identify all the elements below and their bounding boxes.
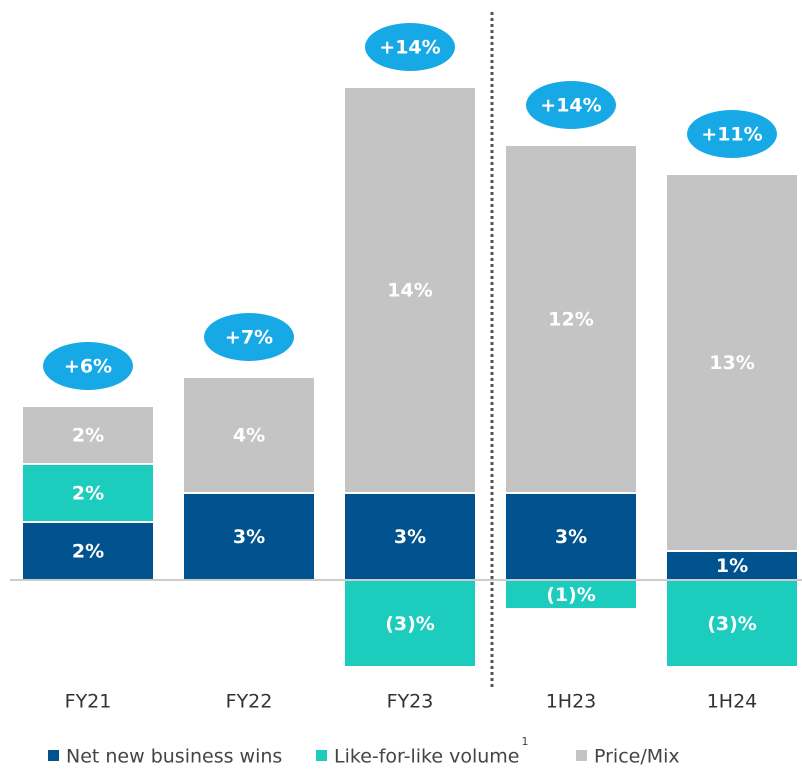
total-bubble (365, 23, 455, 71)
total-label: +14% (379, 37, 440, 59)
legend-label: Like-for-like volume (334, 746, 520, 768)
total-label: +11% (701, 124, 762, 146)
total-label: +14% (540, 95, 601, 117)
bar-segment (506, 146, 636, 492)
bar-segment (345, 581, 475, 666)
value-label: 12% (548, 309, 593, 331)
value-label: (3)% (385, 613, 435, 635)
x-tick-label: FY23 (387, 691, 434, 713)
legend-swatch (316, 750, 327, 761)
value-label: 14% (387, 280, 432, 302)
total-bubble (526, 81, 616, 129)
legend-swatch (48, 750, 59, 761)
x-tick-label: 1H24 (707, 691, 758, 713)
bar-segment (23, 523, 153, 579)
value-label: (1)% (546, 584, 596, 606)
total-bubble (204, 313, 294, 361)
value-label: 2% (72, 483, 104, 505)
bar-segment (667, 552, 797, 579)
value-label: (3)% (707, 613, 757, 635)
bar-segment (184, 494, 314, 579)
value-label: 4% (233, 425, 265, 447)
value-label: 2% (72, 541, 104, 563)
bar-segment (667, 581, 797, 666)
bar-segment (345, 494, 475, 579)
bar-segment (506, 581, 636, 608)
total-bubble (687, 110, 777, 158)
value-label: 3% (233, 526, 265, 548)
footnote-marker: 1 (522, 735, 529, 748)
value-label: 13% (709, 352, 754, 374)
value-label: 3% (394, 526, 426, 548)
total-label: +6% (64, 356, 112, 378)
legend-label: Price/Mix (594, 746, 680, 768)
value-label: 2% (72, 425, 104, 447)
x-tick-label: 1H23 (546, 691, 597, 713)
legend-label: Net new business wins (66, 746, 282, 768)
bar-segment (345, 88, 475, 492)
value-label: 1% (716, 555, 748, 577)
bar-segment (667, 175, 797, 550)
bar-segment (506, 494, 636, 579)
x-tick-label: FY21 (65, 691, 112, 713)
total-bubble (43, 342, 133, 390)
value-label: 3% (555, 526, 587, 548)
legend-swatch (576, 750, 587, 761)
bar-segment (23, 407, 153, 463)
x-tick-label: FY22 (226, 691, 273, 713)
bar-segment (184, 378, 314, 492)
total-label: +7% (225, 327, 273, 349)
bar-segment (23, 465, 153, 521)
